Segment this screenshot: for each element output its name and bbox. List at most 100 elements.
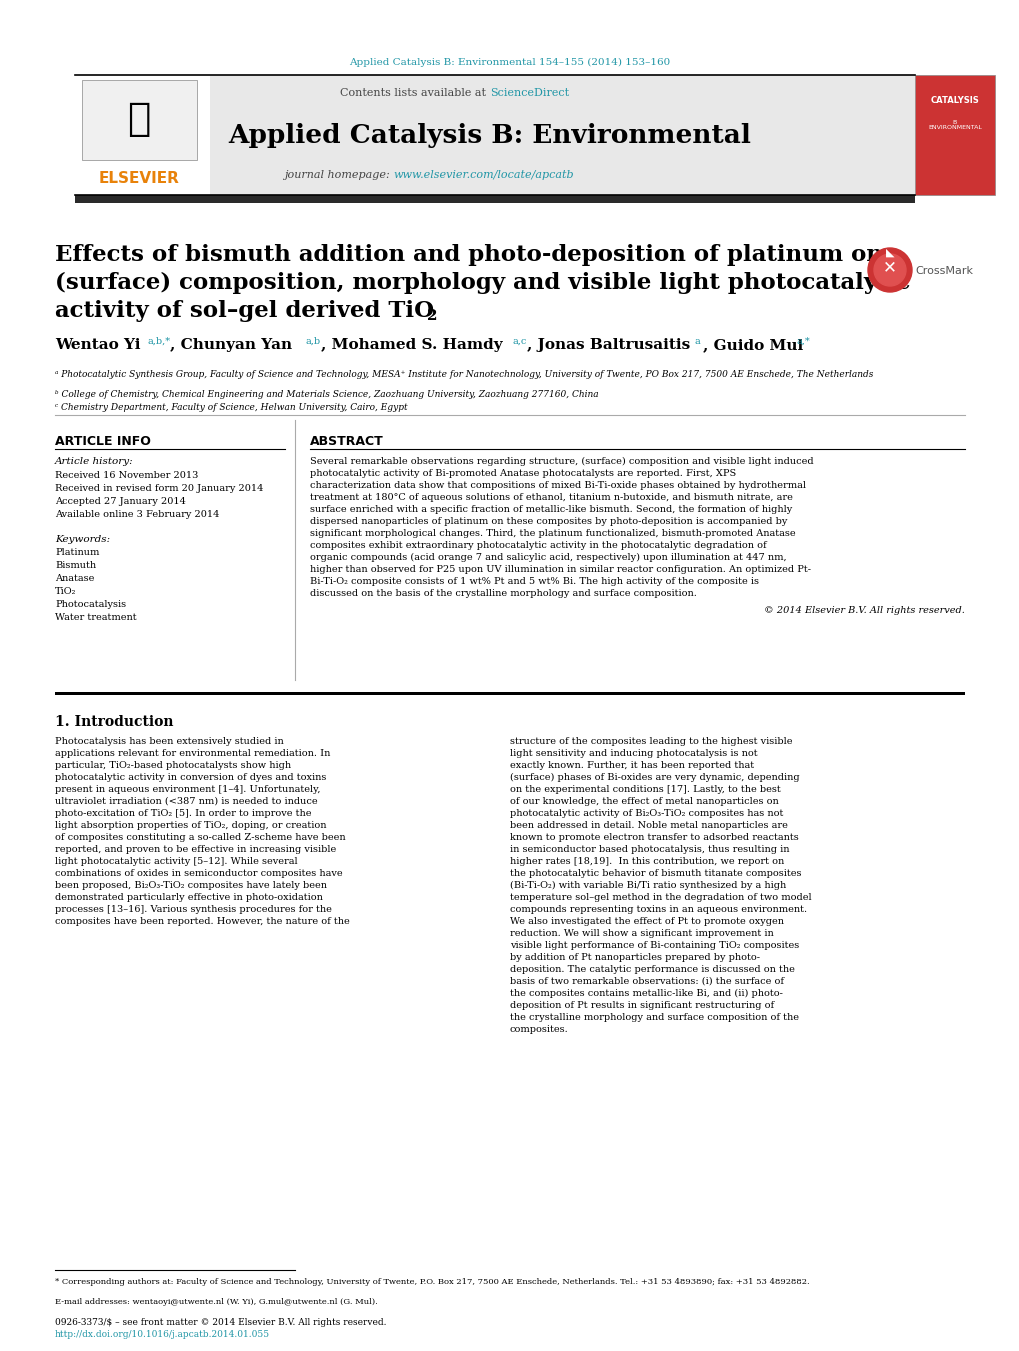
Text: Bi-Ti-O₂ composite consists of 1 wt% Pt and 5 wt% Bi. The high activity of the c: Bi-Ti-O₂ composite consists of 1 wt% Pt … [310,577,758,586]
Text: photocatalytic activity in conversion of dyes and toxins: photocatalytic activity in conversion of… [55,773,326,782]
Text: (surface) composition, morphology and visible light photocatalytic: (surface) composition, morphology and vi… [55,272,910,295]
Text: light absorption properties of TiO₂, doping, or creation: light absorption properties of TiO₂, dop… [55,821,326,830]
Text: photo-excitation of TiO₂ [5]. In order to improve the: photo-excitation of TiO₂ [5]. In order t… [55,809,311,817]
Text: characterization data show that compositions of mixed Bi-Ti-oxide phases obtaine: characterization data show that composit… [310,481,805,490]
Text: Several remarkable observations regarding structure, (surface) composition and v: Several remarkable observations regardin… [310,457,813,466]
Text: the crystalline morphology and surface composition of the: the crystalline morphology and surface c… [510,1013,798,1021]
Text: reported, and proven to be effective in increasing visible: reported, and proven to be effective in … [55,844,336,854]
Text: ᵃ Photocatalytic Synthesis Group, Faculty of Science and Technology, MESA⁺ Insti: ᵃ Photocatalytic Synthesis Group, Facult… [55,370,872,380]
Text: ✕: ✕ [882,258,896,276]
Text: higher than observed for P25 upon UV illumination in similar reactor configurati: higher than observed for P25 upon UV ill… [310,565,810,574]
Text: Anatase: Anatase [55,574,95,584]
Text: a,b,*: a,b,* [148,336,171,346]
Bar [75,195,914,203]
Text: processes [13–16]. Various synthesis procedures for the: processes [13–16]. Various synthesis pro… [55,905,331,915]
Text: ARTICLE INFO: ARTICLE INFO [55,435,151,449]
Text: present in aqueous environment [1–4]. Unfortunately,: present in aqueous environment [1–4]. Un… [55,785,320,794]
Text: ᶜ Chemistry Department, Faculty of Science, Helwan University, Cairo, Egypt: ᶜ Chemistry Department, Faculty of Scien… [55,403,408,412]
Text: higher rates [18,19].  In this contribution, we report on: higher rates [18,19]. In this contributi… [510,857,784,866]
Text: photocatalytic activity of Bi-promoted Anatase photocatalysts are reported. Firs: photocatalytic activity of Bi-promoted A… [310,469,736,478]
Text: photocatalytic activity of Bi₂O₃-TiO₂ composites has not: photocatalytic activity of Bi₂O₃-TiO₂ co… [510,809,783,817]
Text: organic compounds (acid orange 7 and salicylic acid, respectively) upon illumina: organic compounds (acid orange 7 and sal… [310,553,786,562]
Circle shape [867,249,911,292]
Text: combinations of oxides in semiconductor composites have: combinations of oxides in semiconductor … [55,869,342,878]
Text: Photocatalysis has been extensively studied in: Photocatalysis has been extensively stud… [55,738,283,746]
Text: a,*: a,* [796,336,810,346]
Bar [55,692,964,694]
Text: (surface) phases of Bi-oxides are very dynamic, depending: (surface) phases of Bi-oxides are very d… [510,773,799,782]
Text: Article history:: Article history: [55,457,133,466]
Text: , Jonas Baltrusaitis: , Jonas Baltrusaitis [527,338,690,353]
Text: the composites contains metallic-like Bi, and (ii) photo-: the composites contains metallic-like Bi… [510,989,783,998]
Text: temperature sol–gel method in the degradation of two model: temperature sol–gel method in the degrad… [510,893,811,902]
Text: treatment at 180°C of aqueous solutions of ethanol, titanium n-butoxide, and bis: treatment at 180°C of aqueous solutions … [310,493,792,503]
Text: CrossMark: CrossMark [914,266,972,276]
Text: CATALYSIS: CATALYSIS [929,96,978,104]
Text: on the experimental conditions [17]. Lastly, to the best: on the experimental conditions [17]. Las… [510,785,780,794]
Text: , Guido Mul: , Guido Mul [702,338,803,353]
Text: TiO₂: TiO₂ [55,586,76,596]
Text: Available online 3 February 2014: Available online 3 February 2014 [55,509,219,519]
Text: deposition. The catalytic performance is discussed on the: deposition. The catalytic performance is… [510,965,794,974]
Text: 🌳: 🌳 [127,100,151,138]
Bar [914,76,994,195]
Text: Contents lists available at: Contents lists available at [340,88,489,99]
Text: structure of the composites leading to the highest visible: structure of the composites leading to t… [510,738,792,746]
Text: been proposed, Bi₂O₃-TiO₂ composites have lately been: been proposed, Bi₂O₃-TiO₂ composites hav… [55,881,327,890]
Text: ultraviolet irradiation (<387 nm) is needed to induce: ultraviolet irradiation (<387 nm) is nee… [55,797,317,807]
Text: activity of sol–gel derived TiO: activity of sol–gel derived TiO [55,300,434,322]
Text: known to promote electron transfer to adsorbed reactants: known to promote electron transfer to ad… [510,834,798,842]
Text: discussed on the basis of the crystalline morphology and surface composition.: discussed on the basis of the crystallin… [310,589,696,598]
Text: journal homepage:: journal homepage: [283,170,392,180]
Text: composites.: composites. [510,1025,569,1034]
Text: light photocatalytic activity [5–12]. While several: light photocatalytic activity [5–12]. Wh… [55,857,298,866]
Text: by addition of Pt nanoparticles prepared by photo-: by addition of Pt nanoparticles prepared… [510,952,759,962]
Text: deposition of Pt results in significant restructuring of: deposition of Pt results in significant … [510,1001,773,1011]
Text: © 2014 Elsevier B.V. All rights reserved.: © 2014 Elsevier B.V. All rights reserved… [763,607,964,615]
Text: Platinum: Platinum [55,549,99,557]
Text: exactly known. Further, it has been reported that: exactly known. Further, it has been repo… [510,761,753,770]
Text: composites exhibit extraordinary photocatalytic activity in the photocatalytic d: composites exhibit extraordinary photoca… [310,540,766,550]
Text: the photocatalytic behavior of bismuth titanate composites: the photocatalytic behavior of bismuth t… [510,869,801,878]
Text: of our knowledge, the effect of metal nanoparticles on: of our knowledge, the effect of metal na… [510,797,777,807]
Text: demonstrated particularly effective in photo-oxidation: demonstrated particularly effective in p… [55,893,323,902]
Text: E-mail addresses: wentaoyi@utwente.nl (W. Yi), G.mul@utwente.nl (G. Mul).: E-mail addresses: wentaoyi@utwente.nl (W… [55,1298,377,1306]
Text: Bismuth: Bismuth [55,561,96,570]
Text: 0926-3373/$ – see front matter © 2014 Elsevier B.V. All rights reserved.: 0926-3373/$ – see front matter © 2014 El… [55,1319,386,1327]
Text: B
ENVIRONMENTAL: B ENVIRONMENTAL [927,120,981,131]
Text: compounds representing toxins in an aqueous environment.: compounds representing toxins in an aque… [510,905,806,915]
Text: 2: 2 [427,309,437,323]
Text: ELSEVIER: ELSEVIER [99,170,179,185]
Text: significant morphological changes. Third, the platinum functionalized, bismuth-p: significant morphological changes. Third… [310,530,795,538]
Text: * Corresponding authors at: Faculty of Science and Technology, University of Twe: * Corresponding authors at: Faculty of S… [55,1278,809,1286]
FancyBboxPatch shape [75,76,914,195]
Text: Wentao Yi: Wentao Yi [55,338,141,353]
Text: light sensitivity and inducing photocatalysis is not: light sensitivity and inducing photocata… [510,748,757,758]
Circle shape [873,254,905,286]
Text: composites have been reported. However, the nature of the: composites have been reported. However, … [55,917,350,925]
Text: http://dx.doi.org/10.1016/j.apcatb.2014.01.055: http://dx.doi.org/10.1016/j.apcatb.2014.… [55,1329,270,1339]
Text: reduction. We will show a significant improvement in: reduction. We will show a significant im… [510,929,773,938]
Bar [75,76,210,195]
Text: Applied Catalysis B: Environmental 154–155 (2014) 153–160: Applied Catalysis B: Environmental 154–1… [350,58,669,66]
Text: basis of two remarkable observations: (i) the surface of: basis of two remarkable observations: (i… [510,977,784,986]
Text: visible light performance of Bi-containing TiO₂ composites: visible light performance of Bi-containi… [510,942,799,950]
Text: a,b: a,b [306,336,321,346]
Text: (Bi-Ti-O₂) with variable Bi/Ti ratio synthesized by a high: (Bi-Ti-O₂) with variable Bi/Ti ratio syn… [510,881,786,890]
Text: applications relevant for environmental remediation. In: applications relevant for environmental … [55,748,330,758]
Text: been addressed in detail. Noble metal nanoparticles are: been addressed in detail. Noble metal na… [510,821,787,830]
Text: Accepted 27 January 2014: Accepted 27 January 2014 [55,497,185,507]
Text: Photocatalysis: Photocatalysis [55,600,126,609]
Bar [82,80,197,159]
Text: , Chunyan Yan: , Chunyan Yan [170,338,291,353]
Text: ScienceDirect: ScienceDirect [489,88,569,99]
Text: www.elsevier.com/locate/apcatb: www.elsevier.com/locate/apcatb [392,170,573,180]
Text: ᵇ College of Chemistry, Chemical Engineering and Materials Science, Zaozhuang Un: ᵇ College of Chemistry, Chemical Enginee… [55,390,598,399]
Text: Applied Catalysis B: Environmental: Applied Catalysis B: Environmental [228,123,751,147]
Text: of composites constituting a so-called Z-scheme have been: of composites constituting a so-called Z… [55,834,345,842]
Text: particular, TiO₂-based photocatalysts show high: particular, TiO₂-based photocatalysts sh… [55,761,290,770]
Text: dispersed nanoparticles of platinum on these composites by photo-deposition is a: dispersed nanoparticles of platinum on t… [310,517,787,526]
Text: ◣: ◣ [884,249,894,258]
Text: Received 16 November 2013: Received 16 November 2013 [55,471,198,480]
Text: ABSTRACT: ABSTRACT [310,435,383,449]
